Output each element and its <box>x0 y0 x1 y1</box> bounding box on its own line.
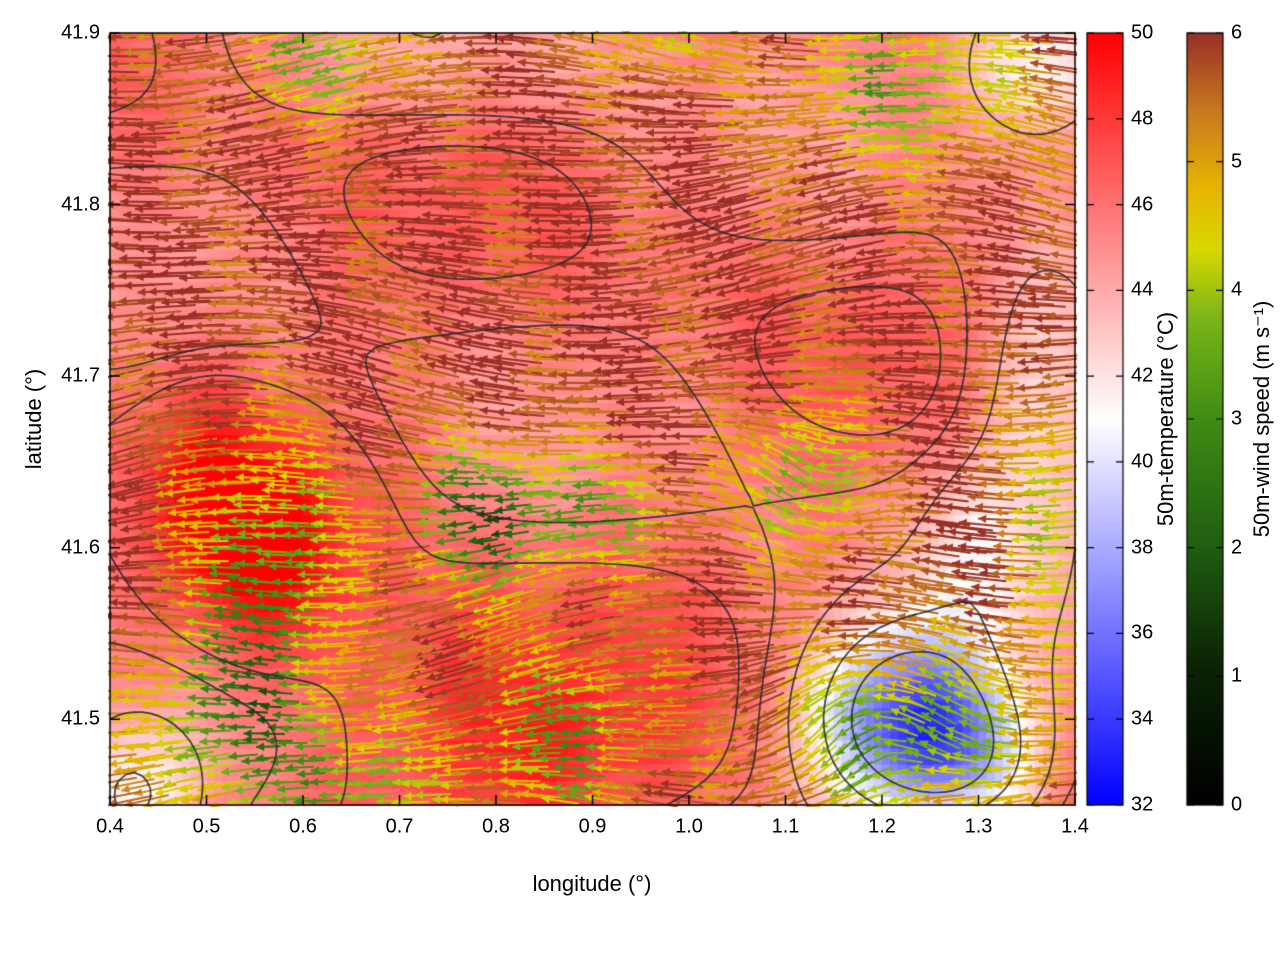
plot-canvas <box>0 0 1280 960</box>
figure: longitude (°) latitude (°) 50m-temperatu… <box>0 0 1280 960</box>
